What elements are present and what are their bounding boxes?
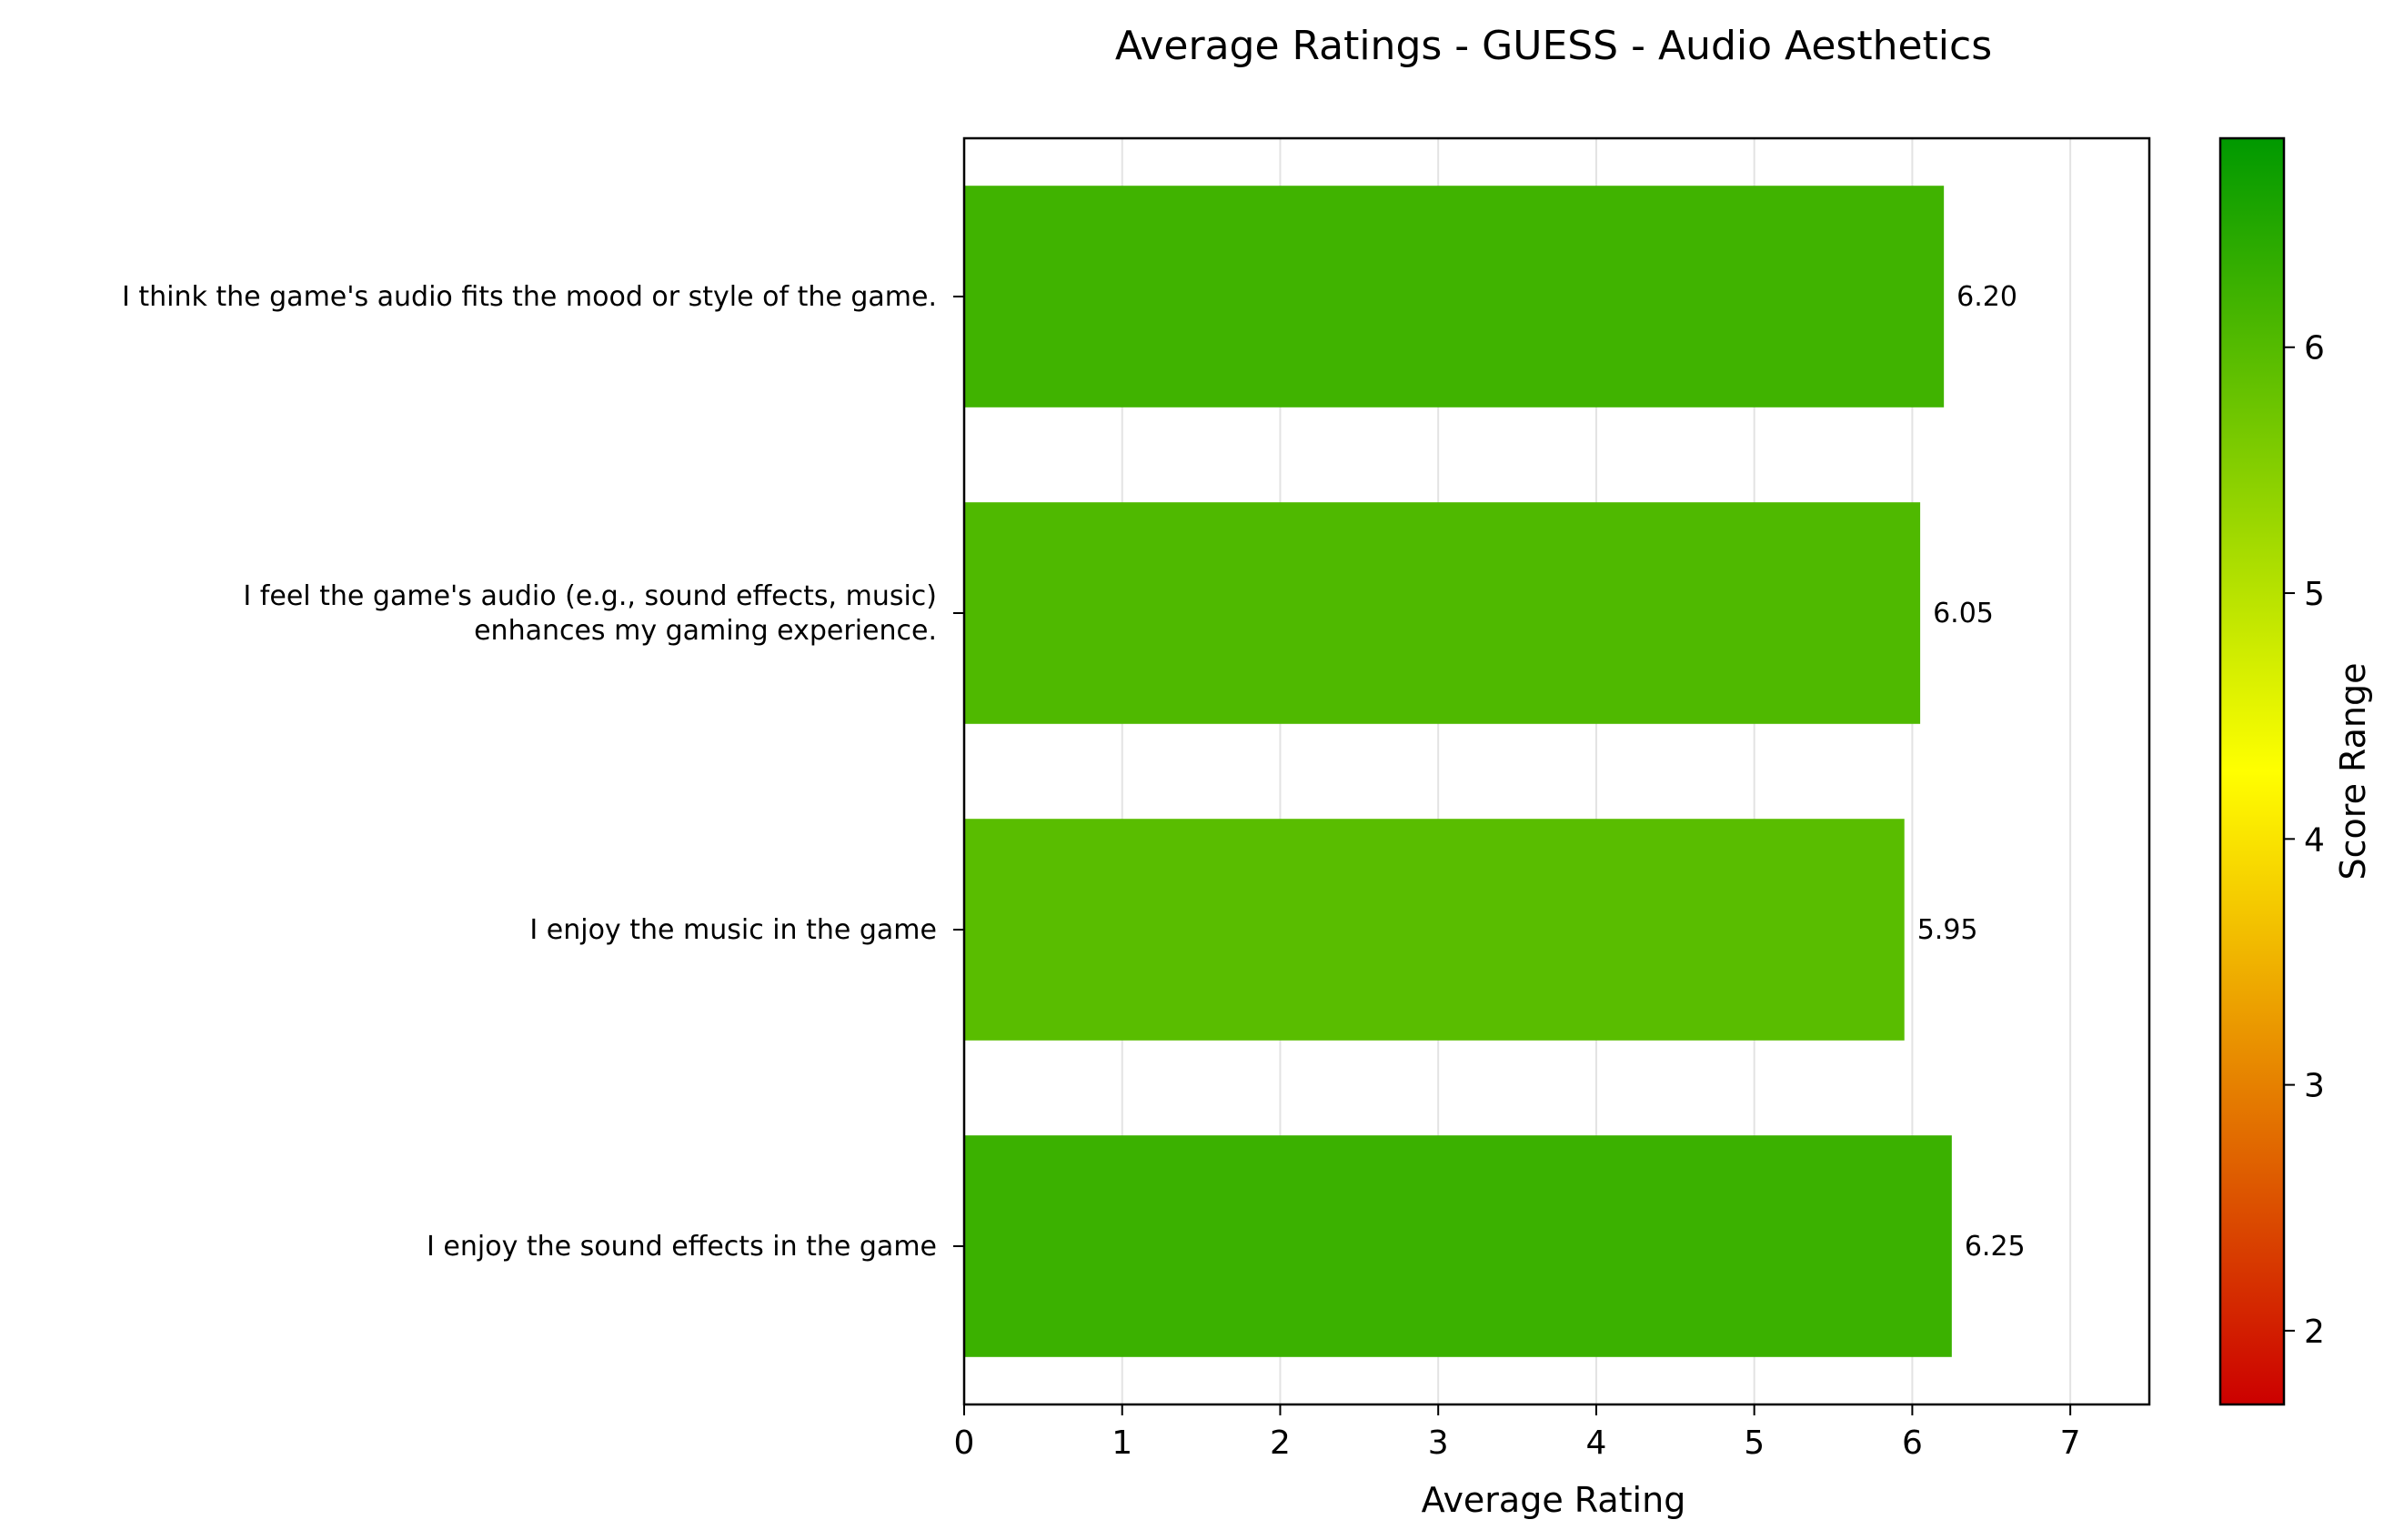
x-axis-label: Average Rating (1422, 1480, 1686, 1520)
x-tick-label: 1 (1111, 1424, 1132, 1462)
y-category-label: I think the game's audio fits the mood o… (122, 281, 937, 313)
x-tick-label: 3 (1428, 1424, 1449, 1462)
colorbar-tick-label: 5 (2304, 576, 2325, 613)
bar-value-label: 6.25 (1965, 1231, 2026, 1263)
bar (964, 502, 1921, 724)
y-category-label: I feel the game's audio (e.g., sound eff… (243, 580, 937, 647)
bar-layer: 6.20 I think the game's audio fits the mo… (122, 186, 2026, 1357)
x-tick-label: 6 (1902, 1424, 1923, 1462)
bar (964, 819, 1905, 1041)
colorbar: 2 3 4 5 6 Score Range (2218, 136, 2373, 1406)
x-tick-label: 7 (2060, 1424, 2081, 1462)
colorbar-tick-label: 6 (2304, 330, 2325, 367)
x-tick-label: 0 (954, 1424, 975, 1462)
bar (964, 1135, 1952, 1357)
bar-value-label: 6.20 (1956, 281, 2017, 313)
bar-value-label: 5.95 (1917, 914, 1978, 946)
bar (964, 186, 1945, 408)
colorbar-tick-label: 4 (2304, 821, 2325, 859)
y-category-label: I enjoy the music in the game (529, 914, 937, 946)
x-tick-label: 4 (1585, 1424, 1606, 1462)
colorbar-tick-label: 3 (2304, 1068, 2325, 1105)
chart-title: Average Ratings - GUESS - Audio Aestheti… (1115, 23, 1992, 69)
colorbar-label: Score Range (2333, 663, 2373, 881)
axis-layer: 0 1 2 3 4 5 6 7 (954, 136, 2151, 1462)
colorbar-gradient (2218, 136, 2286, 1406)
colorbar-tick-label: 2 (2304, 1314, 2325, 1351)
x-tick-label: 5 (1744, 1424, 1765, 1462)
bar-value-label: 6.05 (1933, 598, 1994, 629)
plot-frame (962, 136, 2151, 1406)
x-tick-label: 2 (1270, 1424, 1291, 1462)
y-category-label: I enjoy the sound effects in the game (427, 1231, 937, 1263)
